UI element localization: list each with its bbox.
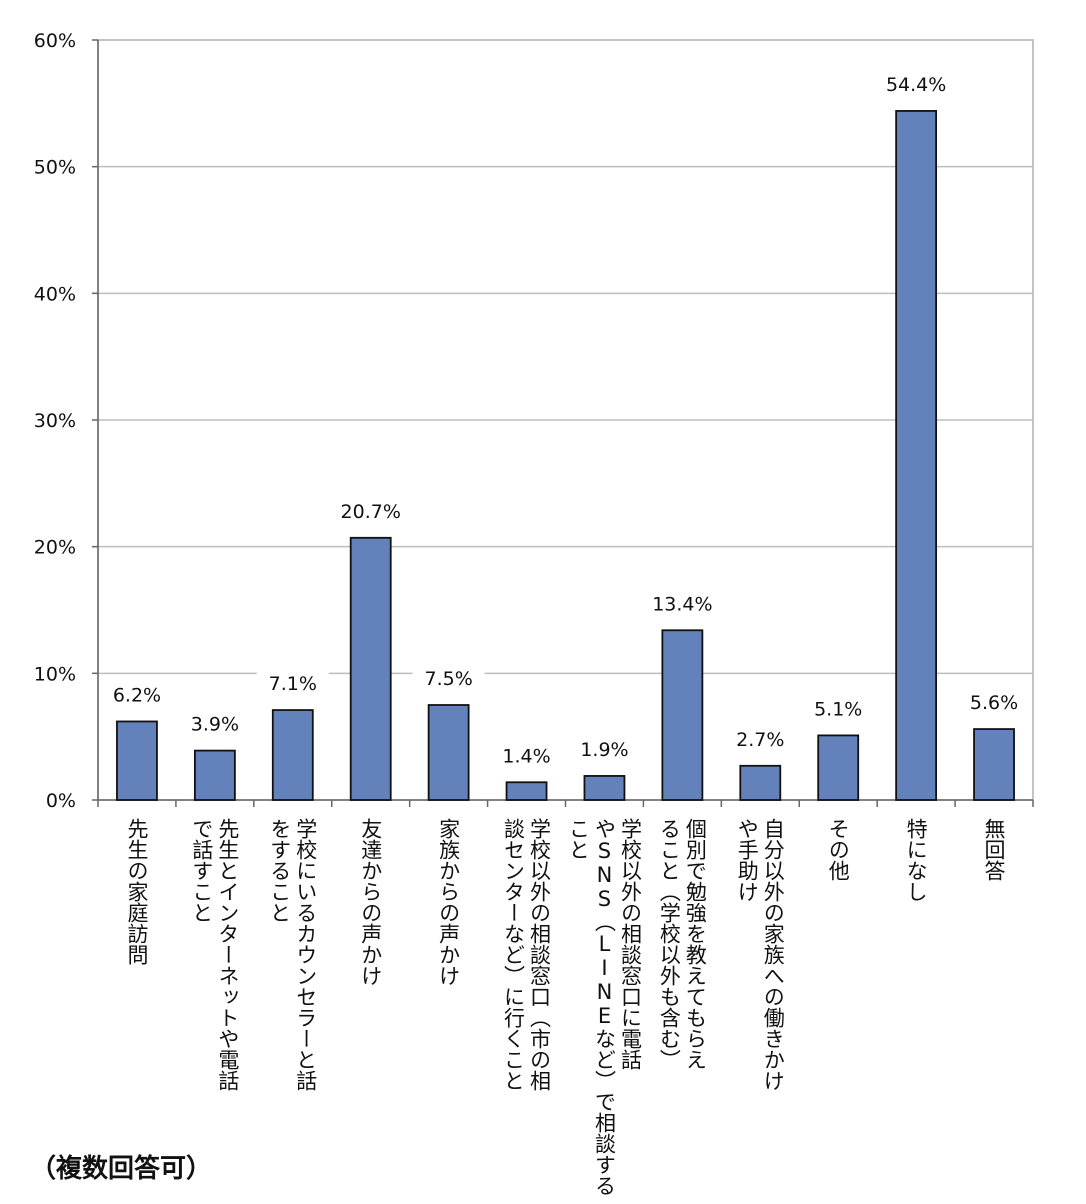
data-label-bg <box>412 665 485 692</box>
data-label-bg <box>802 695 875 723</box>
data-label: 1.4% <box>502 745 550 767</box>
bar <box>817 734 860 801</box>
data-label: 5.1% <box>814 698 862 720</box>
x-tick-label: 家族からの声かけ <box>437 818 461 986</box>
x-tick-label: 先生の家庭訪問 <box>125 818 149 965</box>
x-tick-label: こと <box>566 818 590 860</box>
data-label: 5.6% <box>970 692 1018 714</box>
data-label-bg <box>958 689 1031 717</box>
data-label: 13.4% <box>652 593 712 615</box>
y-tick-label: 60% <box>34 30 76 52</box>
y-tick-label: 0% <box>46 790 76 812</box>
x-tick-label: をすること <box>268 818 292 923</box>
x-tick-label: 個別で勉強を教えてもらえ <box>683 818 707 1070</box>
data-label-bg <box>256 670 329 698</box>
y-tick-label: 30% <box>34 410 76 432</box>
x-tick-label: 先生とインターネットや電話 <box>216 818 240 1091</box>
data-label: 1.9% <box>580 739 628 761</box>
data-label: 2.7% <box>736 729 784 751</box>
x-tick-label: 学校以外の相談窓口（市の相 <box>528 818 552 1091</box>
bar <box>739 764 782 801</box>
data-label-bg <box>178 710 251 738</box>
data-label: 20.7% <box>341 501 401 523</box>
bar <box>349 536 392 801</box>
y-tick-label: 10% <box>34 663 76 685</box>
bar <box>661 629 704 801</box>
data-label: 3.9% <box>191 714 239 736</box>
x-tick-label: 自分以外の家族への働きかけ <box>761 818 785 1091</box>
data-label-bg <box>568 735 641 763</box>
bar <box>583 775 626 801</box>
y-tick-label: 50% <box>34 157 76 179</box>
bar <box>505 781 548 801</box>
data-label: 6.2% <box>113 684 161 706</box>
data-label-bg <box>880 70 953 98</box>
x-tick-label: 友達からの声かけ <box>359 818 383 986</box>
x-tick-label: 無回答 <box>982 818 1006 881</box>
bar <box>271 709 314 801</box>
data-label: 54.4% <box>886 74 946 96</box>
data-label: 7.1% <box>269 673 317 695</box>
footnote: （複数回答可） <box>30 1154 213 1184</box>
x-tick-label: 学校にいるカウンセラーと話 <box>294 818 318 1091</box>
x-tick-label: で話すこと <box>190 818 214 923</box>
data-label-bg <box>100 681 173 709</box>
data-label-bg <box>724 725 797 753</box>
data-label-bg <box>334 497 407 525</box>
x-tick-label: 特になし <box>904 818 928 902</box>
x-tick-label: や手助け <box>735 818 759 902</box>
x-tick-label: その他 <box>826 818 850 881</box>
data-label-bg <box>490 742 563 770</box>
y-tick-label: 40% <box>34 283 76 305</box>
bar <box>427 704 470 801</box>
data-label: 7.5% <box>424 668 472 690</box>
data-label-bg <box>646 590 719 618</box>
bar <box>895 110 938 801</box>
bar <box>973 728 1015 801</box>
x-tick-label: ること（学校以外も含む） <box>657 818 681 1070</box>
x-tick-label: 談センターなど）に行くこと <box>502 818 526 1091</box>
x-tick-label: 学校以外の相談窓口に電話 <box>618 818 642 1070</box>
bar <box>116 720 158 801</box>
x-tick-label: やSNS（LINEなど）で相談する <box>592 818 616 1196</box>
y-tick-label: 20% <box>34 537 76 559</box>
bar <box>193 749 236 801</box>
